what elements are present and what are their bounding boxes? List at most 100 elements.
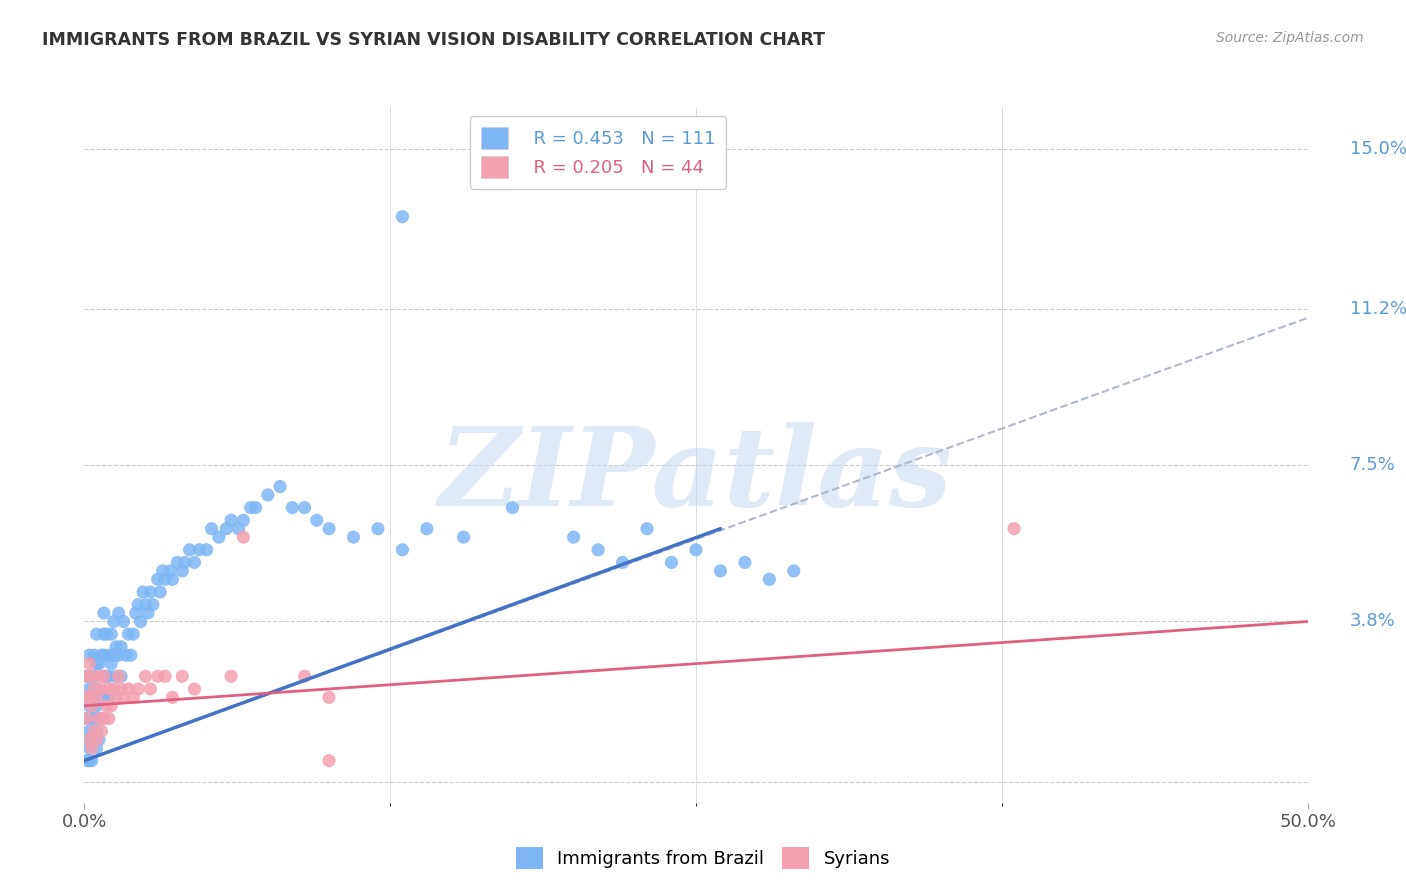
Point bbox=[97, 711, 120, 725]
Point bbox=[783, 564, 806, 578]
Point bbox=[77, 754, 100, 768]
Point bbox=[135, 598, 157, 612]
Point bbox=[83, 724, 105, 739]
Point bbox=[501, 500, 523, 515]
Point bbox=[76, 711, 98, 725]
Point bbox=[245, 500, 267, 515]
Point bbox=[110, 669, 132, 683]
Point bbox=[93, 627, 115, 641]
Point bbox=[93, 669, 115, 683]
Point bbox=[142, 598, 165, 612]
Point bbox=[173, 556, 195, 570]
Text: 15.0%: 15.0% bbox=[1350, 140, 1406, 158]
Point bbox=[120, 648, 142, 663]
Point bbox=[107, 648, 129, 663]
Point bbox=[96, 669, 118, 683]
Point bbox=[80, 741, 103, 756]
Point bbox=[96, 698, 118, 713]
Point bbox=[367, 522, 389, 536]
Point bbox=[93, 648, 115, 663]
Point bbox=[152, 564, 174, 578]
Point bbox=[391, 210, 413, 224]
Point bbox=[80, 754, 103, 768]
Point bbox=[179, 542, 201, 557]
Point bbox=[83, 732, 105, 747]
Point bbox=[153, 572, 176, 586]
Point bbox=[77, 681, 100, 696]
Point bbox=[93, 606, 115, 620]
Point bbox=[129, 615, 152, 629]
Point bbox=[77, 724, 100, 739]
Point bbox=[135, 669, 157, 683]
Point bbox=[87, 711, 110, 725]
Point bbox=[76, 690, 98, 705]
Point bbox=[76, 690, 98, 705]
Point bbox=[115, 648, 138, 663]
Point bbox=[80, 698, 103, 713]
Point bbox=[80, 669, 103, 683]
Point bbox=[232, 530, 254, 544]
Point bbox=[586, 542, 609, 557]
Point bbox=[127, 598, 149, 612]
Point bbox=[172, 564, 194, 578]
Point bbox=[86, 627, 108, 641]
Point bbox=[76, 669, 98, 683]
Legend: Immigrants from Brazil, Syrians: Immigrants from Brazil, Syrians bbox=[506, 838, 900, 879]
Point bbox=[77, 698, 100, 713]
Text: 7.5%: 7.5% bbox=[1350, 457, 1396, 475]
Point bbox=[269, 479, 291, 493]
Point bbox=[162, 690, 184, 705]
Point bbox=[281, 500, 304, 515]
Point bbox=[661, 556, 683, 570]
Point bbox=[172, 669, 194, 683]
Point bbox=[734, 556, 756, 570]
Point bbox=[80, 669, 103, 683]
Point bbox=[86, 732, 108, 747]
Point bbox=[139, 585, 162, 599]
Point bbox=[146, 572, 169, 586]
Point bbox=[562, 530, 585, 544]
Point bbox=[305, 513, 328, 527]
Point bbox=[453, 530, 475, 544]
Point bbox=[90, 648, 112, 663]
Point bbox=[87, 711, 110, 725]
Point bbox=[96, 627, 118, 641]
Point bbox=[685, 542, 707, 557]
Point bbox=[105, 669, 128, 683]
Point bbox=[80, 732, 103, 747]
Point bbox=[87, 657, 110, 671]
Point bbox=[318, 690, 340, 705]
Point bbox=[103, 648, 125, 663]
Point bbox=[83, 711, 105, 725]
Point bbox=[228, 522, 250, 536]
Point bbox=[117, 681, 139, 696]
Point bbox=[87, 690, 110, 705]
Point bbox=[105, 690, 128, 705]
Point bbox=[103, 615, 125, 629]
Point bbox=[80, 711, 103, 725]
Point bbox=[232, 513, 254, 527]
Point bbox=[97, 669, 120, 683]
Point bbox=[318, 522, 340, 536]
Text: 11.2%: 11.2% bbox=[1350, 301, 1406, 318]
Point bbox=[76, 669, 98, 683]
Text: IMMIGRANTS FROM BRAZIL VS SYRIAN VISION DISABILITY CORRELATION CHART: IMMIGRANTS FROM BRAZIL VS SYRIAN VISION … bbox=[42, 31, 825, 49]
Point bbox=[127, 681, 149, 696]
Point bbox=[86, 657, 108, 671]
Point bbox=[87, 732, 110, 747]
Point bbox=[195, 542, 218, 557]
Point bbox=[125, 606, 148, 620]
Point bbox=[76, 754, 98, 768]
Point bbox=[100, 627, 122, 641]
Point bbox=[166, 556, 188, 570]
Point bbox=[318, 754, 340, 768]
Text: ZIPatlas: ZIPatlas bbox=[439, 422, 953, 530]
Point bbox=[294, 669, 316, 683]
Point bbox=[86, 698, 108, 713]
Point bbox=[86, 690, 108, 705]
Point bbox=[159, 564, 181, 578]
Point bbox=[87, 669, 110, 683]
Point bbox=[294, 500, 316, 515]
Legend:   R = 0.453   N = 111,   R = 0.205   N = 44: R = 0.453 N = 111, R = 0.205 N = 44 bbox=[470, 116, 727, 189]
Point bbox=[200, 522, 222, 536]
